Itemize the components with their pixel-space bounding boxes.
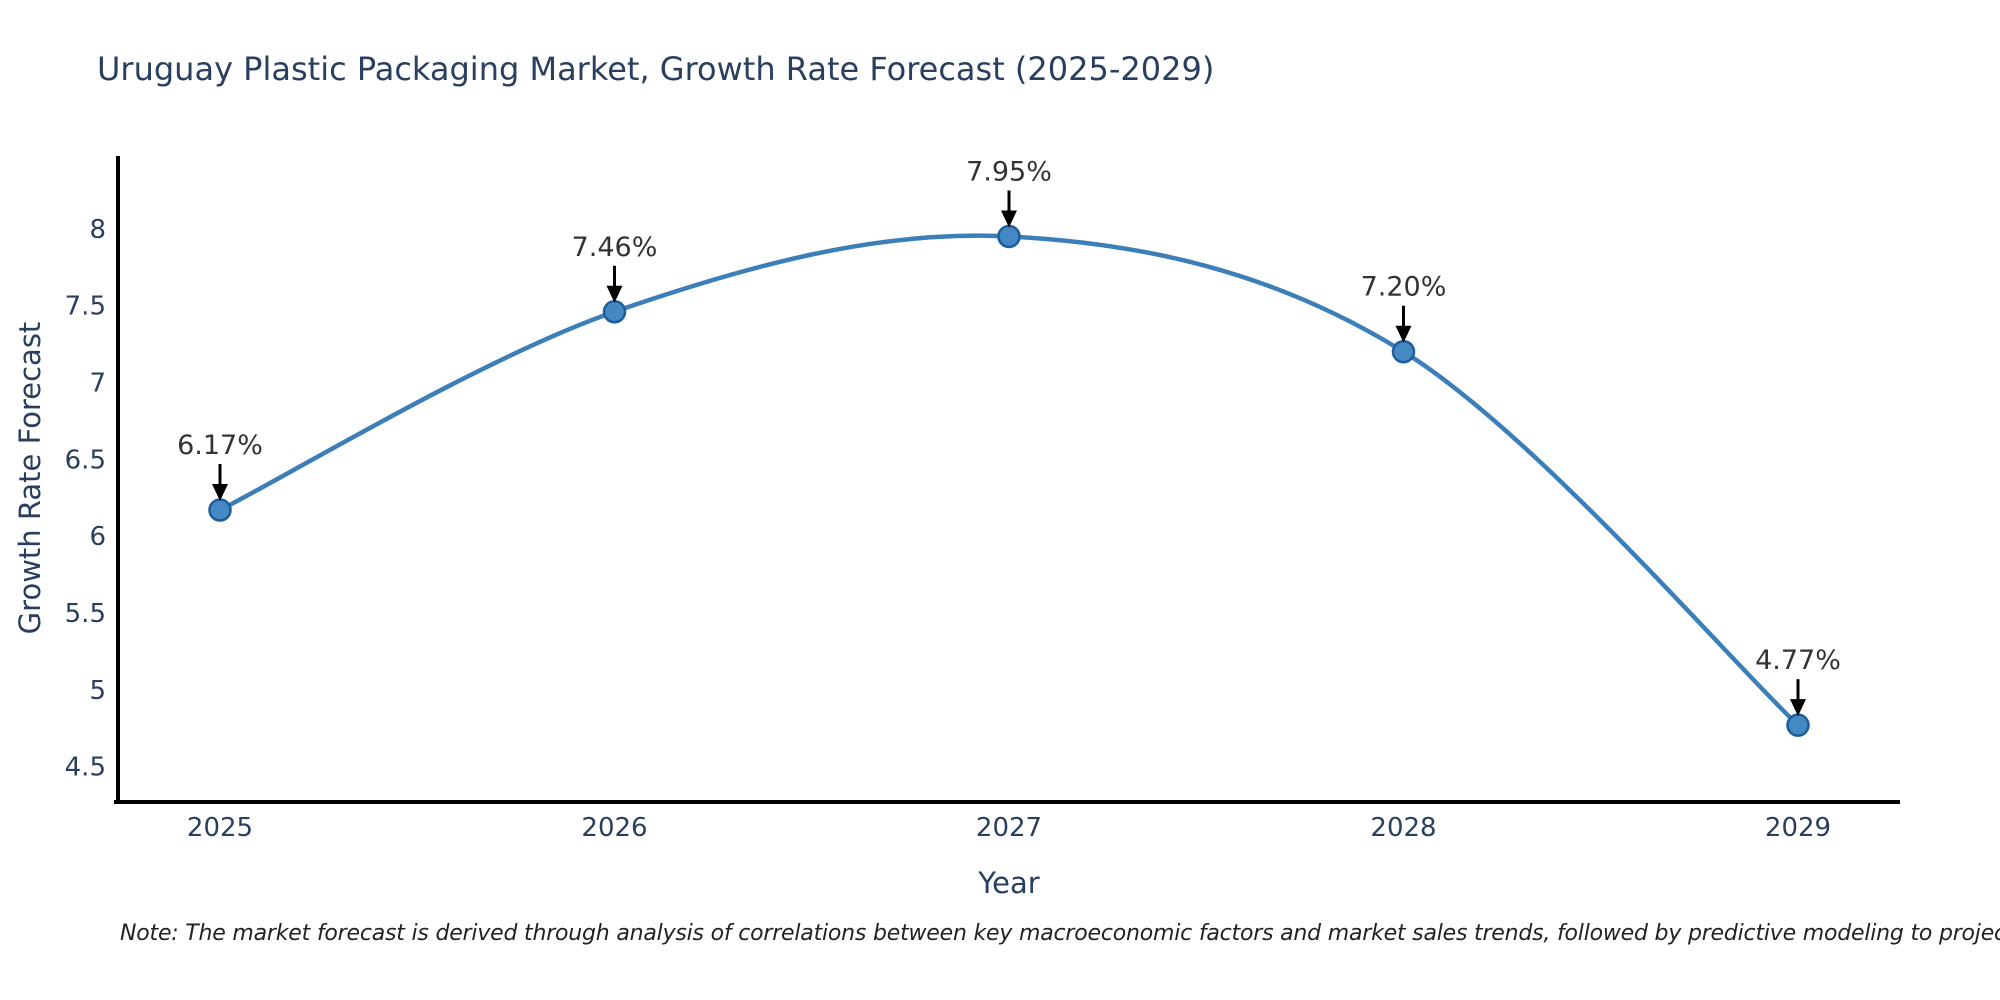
forecast-series (208, 224, 1810, 737)
chart-title: Uruguay Plastic Packaging Market, Growth… (97, 50, 1214, 88)
data-point-2028[interactable] (1391, 339, 1416, 364)
annotation-arrowhead-icon (606, 285, 623, 303)
data-point-2029[interactable] (1786, 713, 1810, 737)
annotation-arrowhead-icon (1395, 325, 1412, 343)
y-tick-8: 8 (89, 215, 106, 245)
footnote: Note: The market forecast is derived thr… (120, 921, 2000, 946)
y-tick-4.5: 4.5 (65, 753, 106, 783)
y-axis-ticks: 4.5 5 5.5 6 6.5 7 7.5 8 (65, 215, 106, 783)
x-tick-2025: 2025 (187, 813, 253, 843)
y-tick-7: 7 (89, 368, 106, 398)
data-point-2027[interactable] (997, 224, 1021, 249)
x-tick-2027: 2027 (976, 813, 1042, 843)
point-label-2027: 7.95% (966, 156, 1052, 187)
y-tick-5.5: 5.5 (65, 599, 106, 629)
x-axis-title: Year (977, 866, 1039, 900)
y-axis-title: Growth Rate Forecast (13, 322, 47, 635)
x-tick-2028: 2028 (1370, 813, 1436, 843)
x-tick-2026: 2026 (581, 813, 647, 843)
point-label-2026: 7.46% (572, 232, 658, 263)
point-annotations: 6.17% 7.46% 7.95% 7.20% 4.77% (177, 156, 1841, 717)
y-tick-6: 6 (89, 522, 106, 552)
annotation-arrowhead-icon (1790, 699, 1806, 717)
annotation-arrowhead-icon (212, 484, 228, 502)
x-tick-2029: 2029 (1765, 813, 1831, 843)
y-tick-7.5: 7.5 (65, 292, 106, 322)
point-label-2028: 7.20% (1361, 272, 1447, 303)
x-axis-ticks: 2025 2026 2027 2028 2029 (187, 813, 1831, 843)
point-label-2025: 6.17% (177, 430, 263, 461)
y-tick-5: 5 (89, 676, 106, 706)
annotation-arrowhead-icon (1001, 210, 1017, 228)
forecast-line (217, 233, 1801, 728)
data-point-2026[interactable] (602, 300, 627, 324)
data-point-2025[interactable] (208, 498, 232, 522)
y-tick-6.5: 6.5 (65, 445, 106, 475)
point-label-2029: 4.77% (1755, 645, 1841, 676)
